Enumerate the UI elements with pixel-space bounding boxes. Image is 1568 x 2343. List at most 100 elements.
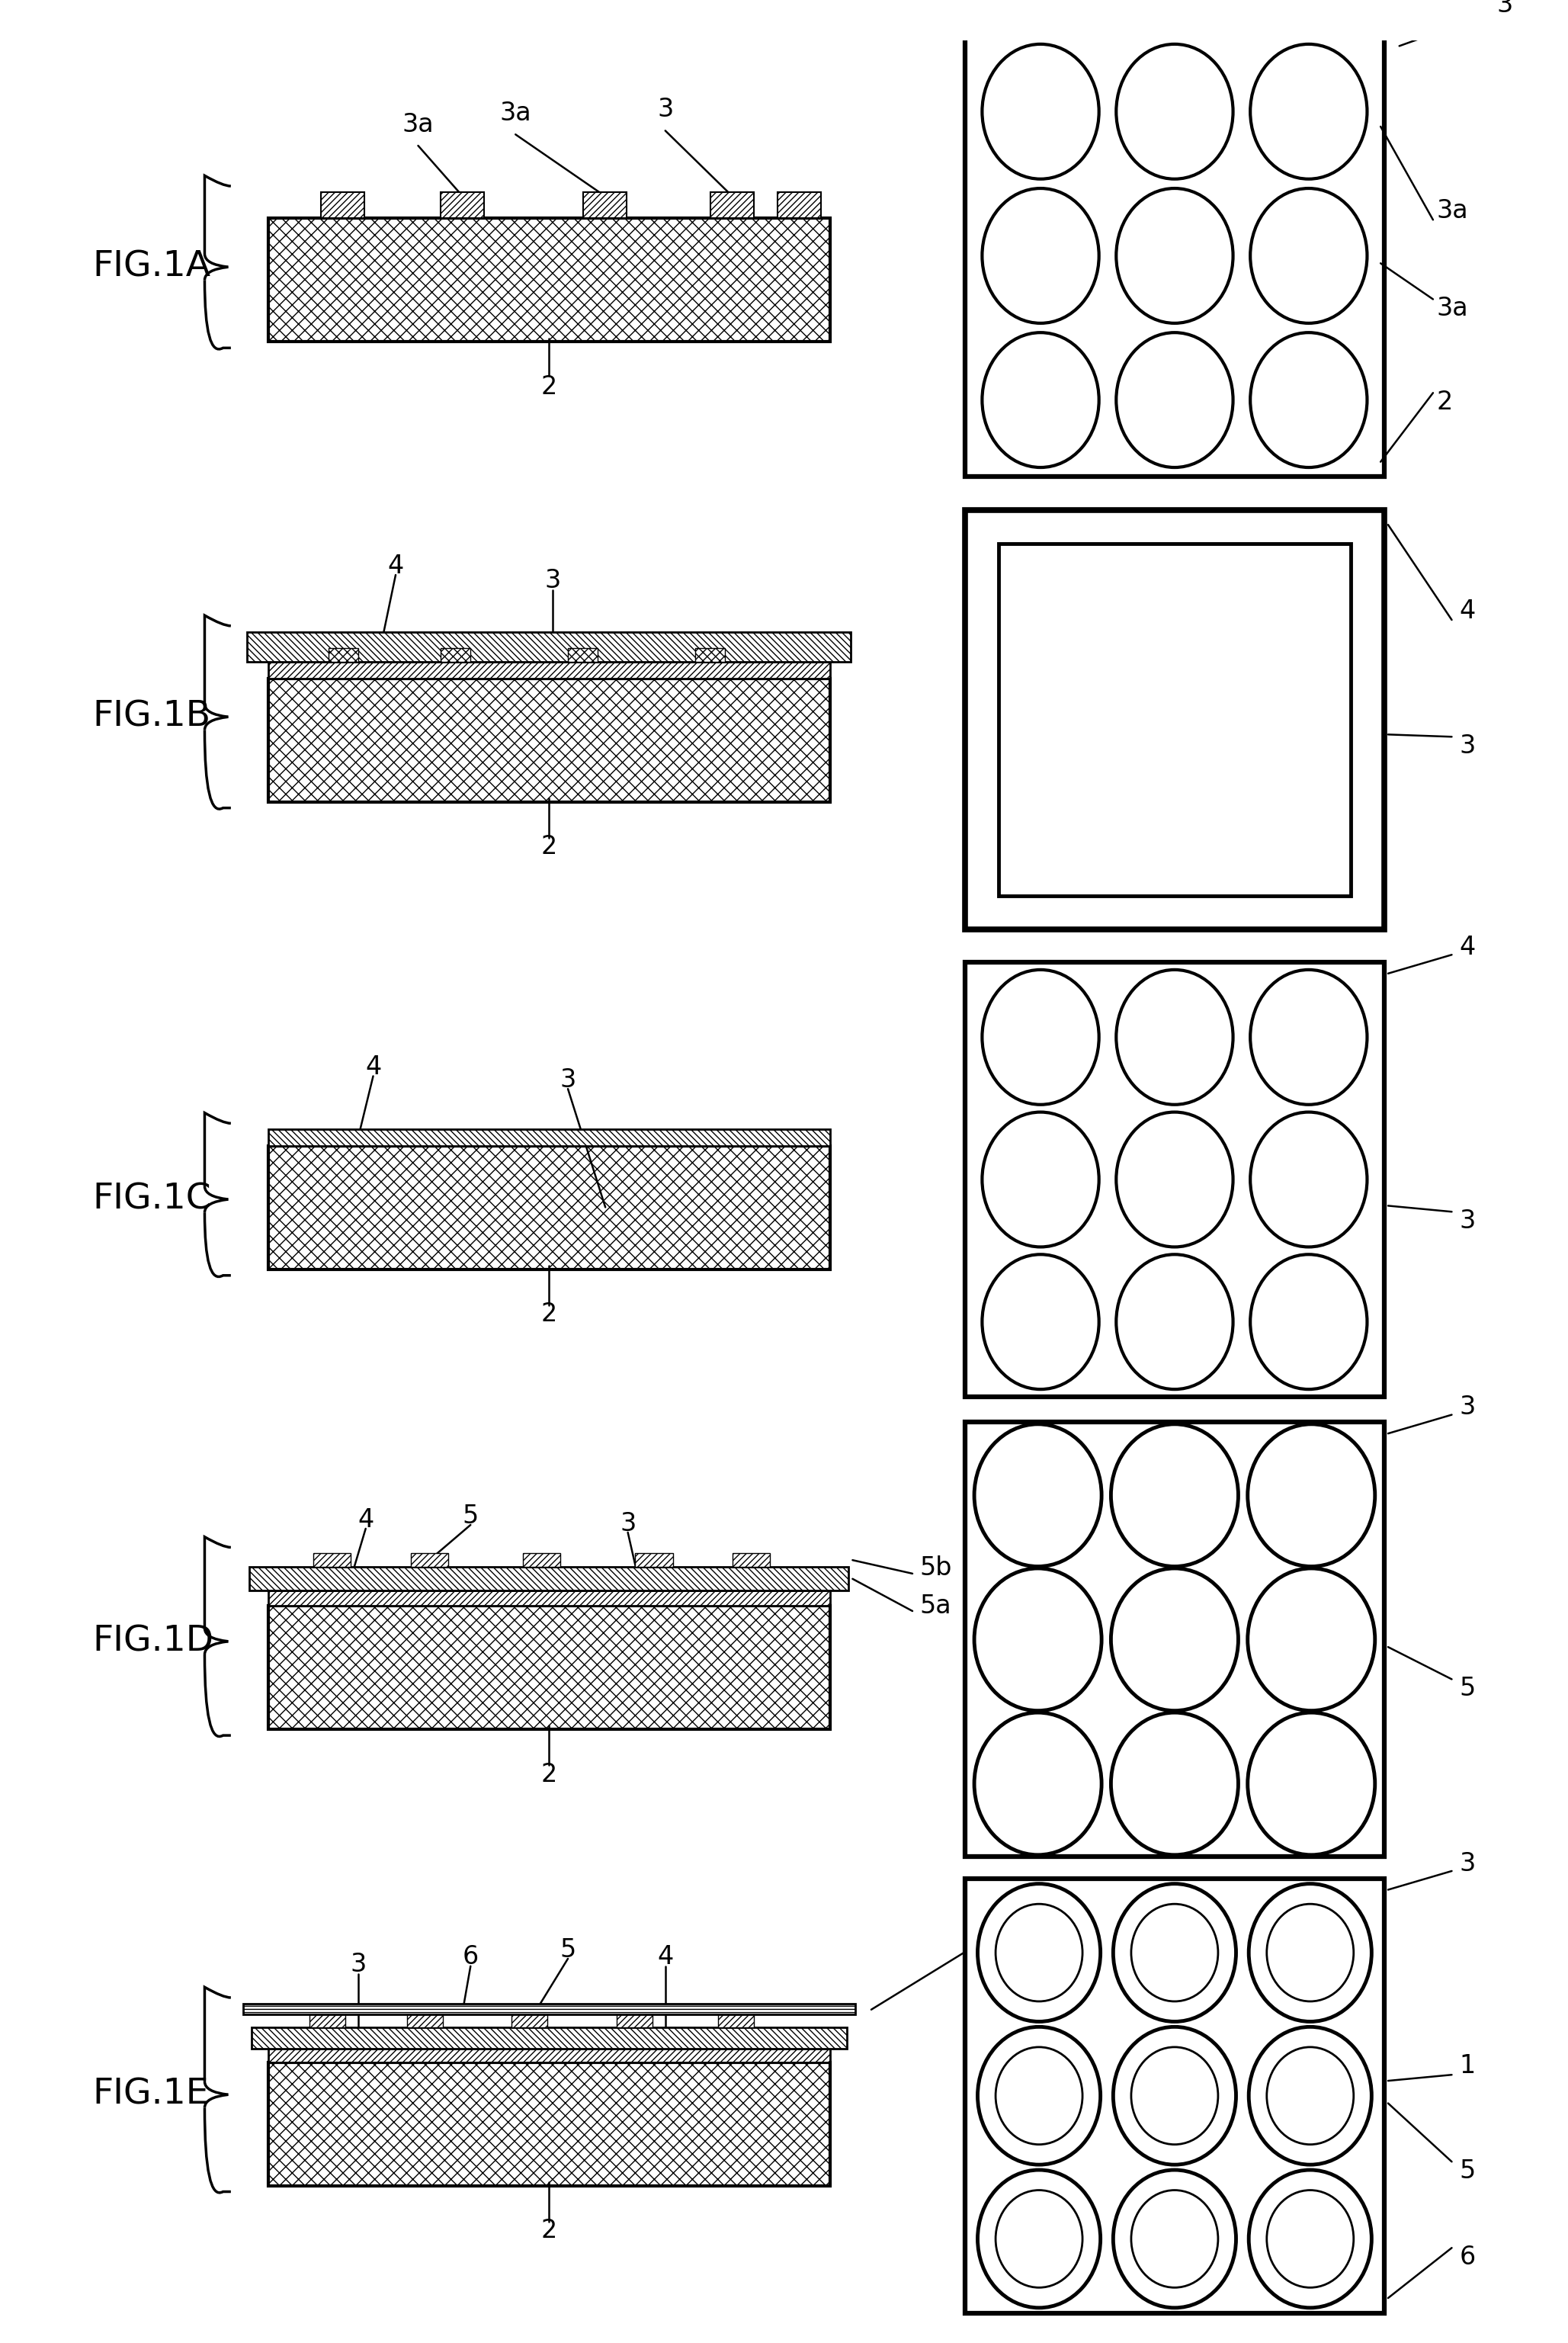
Ellipse shape	[1248, 1884, 1372, 2022]
Ellipse shape	[1113, 2170, 1236, 2308]
Text: FIG.1E: FIG.1E	[93, 2078, 209, 2111]
Text: 5b: 5b	[920, 1556, 952, 1582]
Text: FIG.1A: FIG.1A	[93, 251, 210, 284]
Text: 2: 2	[541, 2219, 557, 2242]
Ellipse shape	[1248, 2170, 1372, 2308]
Bar	[309, 2015, 345, 2027]
Text: 3: 3	[1460, 733, 1475, 759]
Ellipse shape	[1250, 333, 1367, 466]
Bar	[568, 649, 597, 661]
Ellipse shape	[974, 1425, 1102, 1567]
Text: 3: 3	[544, 569, 561, 593]
Bar	[964, 1422, 1385, 1856]
Ellipse shape	[1267, 2048, 1353, 2144]
Bar	[268, 218, 829, 342]
Ellipse shape	[1250, 187, 1367, 323]
Text: 5: 5	[1460, 1675, 1475, 1701]
Ellipse shape	[996, 2191, 1082, 2287]
Ellipse shape	[1250, 970, 1367, 1104]
Text: 4: 4	[365, 1054, 381, 1080]
Ellipse shape	[1131, 1905, 1218, 2001]
Bar	[314, 1553, 351, 1567]
Ellipse shape	[1250, 1254, 1367, 1389]
Bar	[695, 649, 726, 661]
Ellipse shape	[1112, 1713, 1239, 1856]
Text: 3: 3	[657, 96, 673, 122]
Ellipse shape	[1248, 1713, 1375, 1856]
Ellipse shape	[996, 1905, 1082, 2001]
Text: 2: 2	[541, 375, 557, 398]
Ellipse shape	[974, 1713, 1102, 1856]
Text: 5a: 5a	[920, 1593, 952, 1619]
Ellipse shape	[1248, 1425, 1375, 1567]
Bar	[328, 649, 358, 661]
Ellipse shape	[982, 45, 1099, 178]
Text: 3: 3	[1460, 1851, 1475, 1877]
Ellipse shape	[1113, 1884, 1236, 2022]
Bar	[778, 192, 822, 218]
Ellipse shape	[1116, 1254, 1232, 1389]
Bar	[635, 1553, 673, 1567]
Bar	[248, 633, 851, 661]
Text: 3: 3	[1497, 0, 1513, 16]
Text: 3: 3	[560, 1068, 575, 1092]
Bar	[964, 1879, 1385, 2313]
Bar	[964, 35, 1385, 476]
Ellipse shape	[1116, 1113, 1232, 1246]
Ellipse shape	[982, 1113, 1099, 1246]
Bar	[583, 192, 626, 218]
Bar	[268, 2062, 829, 2186]
Text: 3: 3	[1460, 1394, 1475, 1420]
Text: 1: 1	[1460, 2052, 1475, 2078]
Bar	[268, 679, 829, 801]
Ellipse shape	[1250, 45, 1367, 178]
Text: 3a: 3a	[500, 101, 532, 127]
Ellipse shape	[1116, 333, 1232, 466]
Ellipse shape	[996, 2048, 1082, 2144]
Ellipse shape	[977, 1884, 1101, 2022]
Text: FIG.1B: FIG.1B	[93, 701, 210, 733]
Ellipse shape	[1112, 1567, 1239, 1710]
Text: 1: 1	[980, 1926, 996, 1952]
Bar	[441, 649, 470, 661]
Bar	[249, 1567, 848, 1591]
Text: FIG.1C: FIG.1C	[93, 1183, 212, 1216]
Bar	[268, 2048, 829, 2062]
Text: 3a: 3a	[1436, 295, 1469, 321]
Bar	[268, 1146, 829, 1270]
Ellipse shape	[1248, 1567, 1375, 1710]
Text: 4: 4	[657, 1945, 673, 1970]
Ellipse shape	[1131, 2191, 1218, 2287]
Text: 2: 2	[1436, 389, 1454, 415]
Ellipse shape	[1267, 2191, 1353, 2287]
Text: 3: 3	[1460, 1209, 1475, 1232]
Text: 4: 4	[1460, 935, 1475, 961]
Bar	[268, 661, 829, 679]
Ellipse shape	[982, 970, 1099, 1104]
Bar	[321, 192, 364, 218]
Text: 3: 3	[619, 1511, 637, 1537]
Bar	[441, 192, 485, 218]
Ellipse shape	[977, 2170, 1101, 2308]
Ellipse shape	[1113, 2027, 1236, 2165]
Bar	[268, 1605, 829, 1729]
Bar	[411, 1553, 448, 1567]
Ellipse shape	[974, 1567, 1102, 1710]
Text: 2: 2	[541, 1762, 557, 1788]
Text: 5: 5	[560, 1938, 575, 1961]
Bar	[252, 2027, 847, 2048]
Text: 5: 5	[463, 1504, 478, 1528]
Bar	[999, 544, 1350, 895]
Text: 2: 2	[541, 834, 557, 860]
Text: 4: 4	[358, 1507, 373, 1532]
Ellipse shape	[977, 2027, 1101, 2165]
Bar	[964, 511, 1385, 930]
Ellipse shape	[982, 333, 1099, 466]
Text: 6: 6	[1460, 2245, 1475, 2270]
Ellipse shape	[1248, 2027, 1372, 2165]
Bar	[406, 2015, 442, 2027]
Bar	[710, 192, 754, 218]
Text: 4: 4	[1460, 597, 1475, 623]
Bar	[268, 1129, 829, 1146]
Text: 3: 3	[350, 1952, 367, 1977]
